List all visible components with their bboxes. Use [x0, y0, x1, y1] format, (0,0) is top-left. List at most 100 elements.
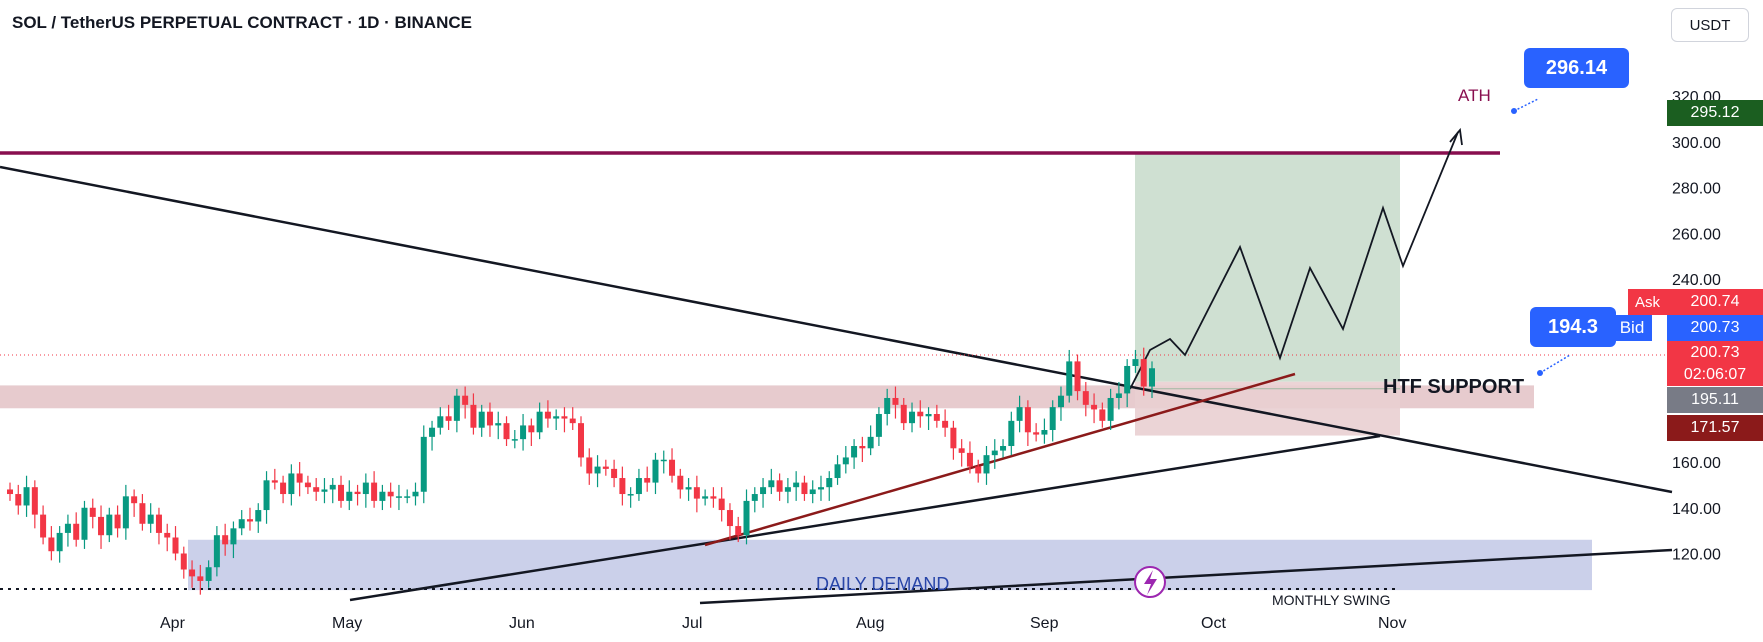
candle: [271, 468, 278, 490]
candle-body: [520, 425, 527, 440]
candle-body: [131, 496, 138, 504]
candle: [652, 452, 659, 495]
candle-body: [751, 494, 758, 501]
candle-body: [784, 487, 791, 492]
candle-body: [354, 491, 361, 495]
candle-body: [1091, 404, 1098, 410]
candle-body: [817, 487, 824, 490]
time-axis: Apr May Jun Jul Aug Sep Oct Nov: [160, 615, 1406, 632]
candle: [437, 407, 444, 435]
ath-label: ATH: [1458, 86, 1491, 105]
currency-selector[interactable]: USDT: [1671, 8, 1749, 42]
candle-body: [660, 459, 667, 462]
candle: [462, 386, 469, 419]
candle: [387, 482, 394, 508]
lightning-icon[interactable]: [1134, 566, 1166, 598]
monthly-trendline[interactable]: [699, 548, 1673, 605]
y-tick-label: 280.00: [1672, 181, 1721, 198]
candle-body: [983, 455, 990, 474]
candle-body: [669, 459, 676, 476]
candle: [230, 521, 237, 559]
support-trendline[interactable]: [704, 372, 1296, 547]
candle: [594, 455, 601, 488]
candle: [544, 400, 551, 428]
candle-body: [412, 491, 419, 497]
y-tick-label: 120.00: [1672, 547, 1721, 564]
candle: [338, 475, 345, 508]
candle-body: [205, 567, 212, 581]
candle-body: [98, 516, 105, 536]
candle-body: [569, 418, 576, 424]
candle-body: [975, 466, 982, 474]
candle: [15, 484, 22, 515]
candle-body: [313, 487, 320, 492]
candle-body: [892, 397, 899, 405]
candle-body: [288, 473, 295, 495]
target-zone: [1135, 153, 1400, 382]
candle-body: [429, 427, 436, 437]
candle-body: [1074, 361, 1081, 392]
candle: [255, 503, 262, 533]
candle-body: [900, 404, 907, 424]
x-tick-label: Jun: [509, 615, 535, 632]
candle-body: [230, 528, 237, 545]
descending-trendline[interactable]: [0, 165, 1673, 494]
candle: [147, 503, 154, 533]
candle-body: [7, 489, 13, 495]
candle-body: [222, 535, 229, 545]
candle-body: [139, 503, 146, 524]
candle-body: [64, 523, 71, 533]
candle: [925, 407, 932, 431]
daily-demand-label: DAILY DEMAND: [816, 574, 949, 594]
candle: [48, 526, 55, 561]
projection-path[interactable]: [1129, 131, 1459, 390]
candle: [735, 516, 742, 543]
candle-body: [511, 439, 518, 441]
target-callout[interactable]: 296.14: [1524, 48, 1629, 88]
candle: [1132, 349, 1139, 373]
candle: [602, 459, 609, 476]
x-tick-label: Apr: [160, 615, 186, 632]
candle-body: [809, 489, 816, 495]
candle-body: [329, 484, 336, 490]
candle-body: [189, 569, 196, 577]
candle: [164, 523, 171, 552]
candle: [900, 397, 907, 431]
bid-callout[interactable]: 194.3: [1530, 307, 1616, 347]
candle-body: [594, 466, 601, 474]
candle-body: [586, 457, 593, 474]
candle: [553, 409, 560, 431]
ascending-trendline[interactable]: [349, 434, 1381, 602]
candle: [180, 546, 187, 579]
candle-body: [1107, 397, 1114, 421]
candle: [669, 448, 676, 483]
ask-word: Ask: [1628, 289, 1667, 315]
candle-body: [470, 404, 477, 428]
candle: [693, 475, 700, 513]
candle: [486, 402, 493, 437]
candle-body: [768, 480, 775, 488]
candle: [1124, 359, 1131, 408]
candle: [826, 471, 833, 501]
candle-body: [743, 500, 750, 536]
candle: [1099, 402, 1106, 428]
candle-body: [991, 450, 998, 456]
candle: [1008, 411, 1015, 456]
candle: [197, 564, 204, 595]
candle-body: [735, 526, 742, 536]
candle: [131, 489, 138, 517]
candle: [429, 420, 436, 451]
candle-body: [544, 411, 551, 419]
candle-body: [1024, 407, 1031, 433]
candle-body: [81, 507, 88, 540]
candle: [89, 498, 96, 529]
candle: [520, 413, 527, 451]
candle: [1066, 349, 1073, 403]
candle-body: [528, 425, 535, 433]
ask-price-tag: 200.74: [1667, 289, 1763, 315]
candle-body: [834, 464, 841, 479]
stop-price-tag: 171.57: [1667, 415, 1763, 441]
candle: [346, 480, 353, 511]
candle-body: [122, 496, 129, 529]
